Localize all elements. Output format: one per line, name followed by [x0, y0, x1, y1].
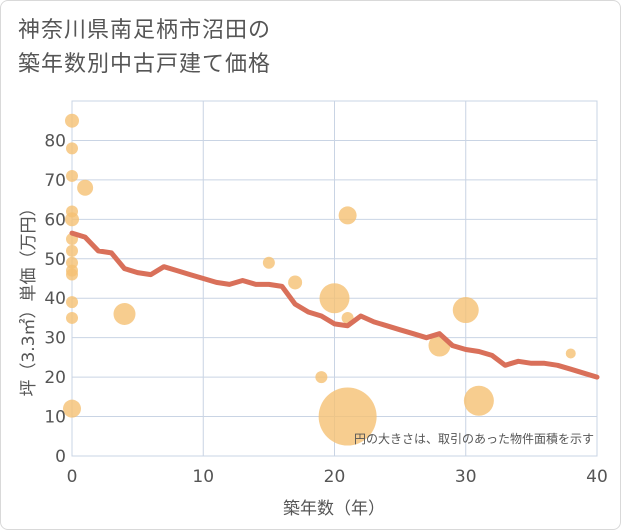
- title-line-1: 神奈川県南足柄市沼田の: [18, 18, 272, 43]
- y-tick-label: 70: [44, 171, 66, 191]
- data-bubble: [315, 371, 328, 384]
- data-bubble: [318, 387, 377, 446]
- data-bubble: [66, 142, 78, 155]
- data-bubble: [338, 206, 357, 225]
- y-tick-label: 30: [44, 329, 66, 349]
- x-axis-label: 築年数（年）: [283, 499, 385, 519]
- x-tick-label: 0: [67, 467, 78, 487]
- y-ticks: 0 10 20 30 40 50 60 70 80: [44, 131, 66, 467]
- data-bubble: [565, 348, 576, 359]
- x-tick-label: 10: [192, 467, 214, 487]
- x-tick-label: 20: [324, 467, 346, 487]
- y-tick-label: 10: [44, 408, 66, 428]
- y-tick-label: 60: [44, 210, 66, 230]
- x-ticks: 0 10 20 30 40: [67, 467, 608, 487]
- bubbles: [63, 113, 576, 446]
- trend-line: [69, 230, 600, 380]
- data-bubble: [66, 268, 78, 281]
- data-bubble: [319, 283, 350, 314]
- data-bubble: [66, 311, 78, 324]
- data-bubble: [113, 303, 136, 325]
- data-bubble: [463, 385, 494, 416]
- y-axis-label: 坪（3.3㎡）単価（万円）: [19, 199, 39, 396]
- y-tick-label: 40: [44, 289, 66, 309]
- data-bubble: [65, 212, 79, 227]
- chart-title: 神奈川県南足柄市沼田の 築年数別中古戸建て価格: [18, 14, 271, 82]
- title-line-2: 築年数別中古戸建て価格: [18, 52, 272, 77]
- data-bubble: [66, 244, 78, 257]
- x-tick-label: 30: [455, 467, 477, 487]
- y-tick-label: 20: [44, 368, 66, 388]
- data-bubble: [65, 113, 79, 128]
- data-bubble: [262, 256, 275, 269]
- x-tick-label: 40: [586, 467, 608, 487]
- size-note: 円の大きさは、取引のあった物件面積を示す: [354, 431, 594, 446]
- data-bubble: [66, 169, 78, 182]
- data-bubble: [452, 297, 479, 324]
- data-bubble: [66, 296, 78, 309]
- data-bubble: [77, 179, 94, 196]
- data-bubble: [63, 399, 81, 418]
- y-tick-label: 80: [44, 131, 66, 151]
- y-tick-label: 50: [44, 250, 66, 270]
- y-tick-label: 0: [55, 447, 66, 467]
- data-bubble: [288, 275, 303, 290]
